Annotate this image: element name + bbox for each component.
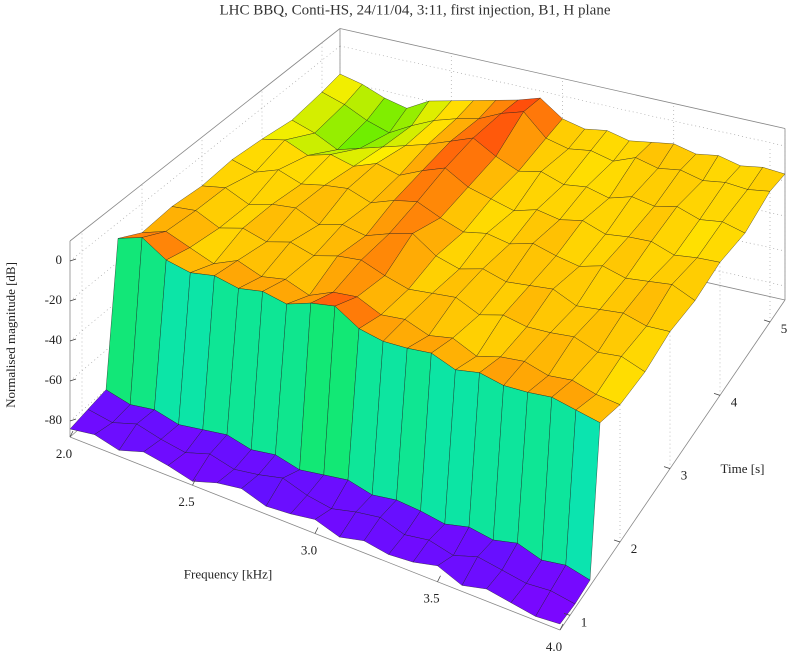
tick-mark: [437, 575, 441, 582]
y-tick-label: 3: [681, 468, 688, 483]
tick-mark: [613, 539, 621, 543]
tick-mark: [69, 418, 77, 422]
tick-mark: [192, 479, 196, 486]
y-axis-label: Time [s]: [721, 461, 765, 476]
y-tick-label: 2: [631, 541, 638, 556]
tick-mark: [69, 338, 77, 342]
x-tick-label: 2.5: [178, 494, 194, 509]
z-tick-label: -20: [45, 292, 62, 307]
x-tick-label: 2.0: [56, 446, 72, 461]
x-axis-label: Frequency [kHz]: [184, 566, 272, 581]
x-tick-label: 3.5: [423, 591, 439, 606]
tick-mark: [69, 378, 77, 382]
y-tick-label: 4: [731, 394, 738, 409]
tick-mark: [69, 430, 74, 438]
box-edge: [69, 28, 341, 242]
z-axis-label: Normalised magnitude [dB]: [3, 262, 18, 408]
z-tick-label: 0: [56, 252, 63, 267]
chart-title: LHC BBQ, Conti-HS, 24/11/04, 3:11, first…: [220, 2, 611, 18]
surface-cell: [535, 590, 576, 625]
x-tick-label: 4.0: [546, 639, 562, 652]
tick-mark: [69, 258, 77, 262]
grid-line: [69, 45, 341, 262]
tick-mark: [559, 623, 564, 631]
box-edge: [339, 28, 786, 129]
tick-mark: [663, 466, 671, 470]
tick-mark: [713, 392, 721, 396]
tick-mark: [69, 298, 77, 302]
z-tick-label: -80: [45, 412, 62, 427]
box-edge: [559, 299, 786, 631]
x-tick-label: 3.0: [301, 542, 317, 557]
tick-mark: [763, 319, 771, 323]
z-tick-label: -40: [45, 332, 62, 347]
tick-mark: [563, 612, 571, 616]
y-tick-label: 5: [781, 321, 788, 336]
y-tick-label: 1: [581, 614, 588, 629]
grid-line: [339, 45, 786, 147]
tick-mark: [314, 527, 319, 534]
z-tick-label: -60: [45, 372, 62, 387]
